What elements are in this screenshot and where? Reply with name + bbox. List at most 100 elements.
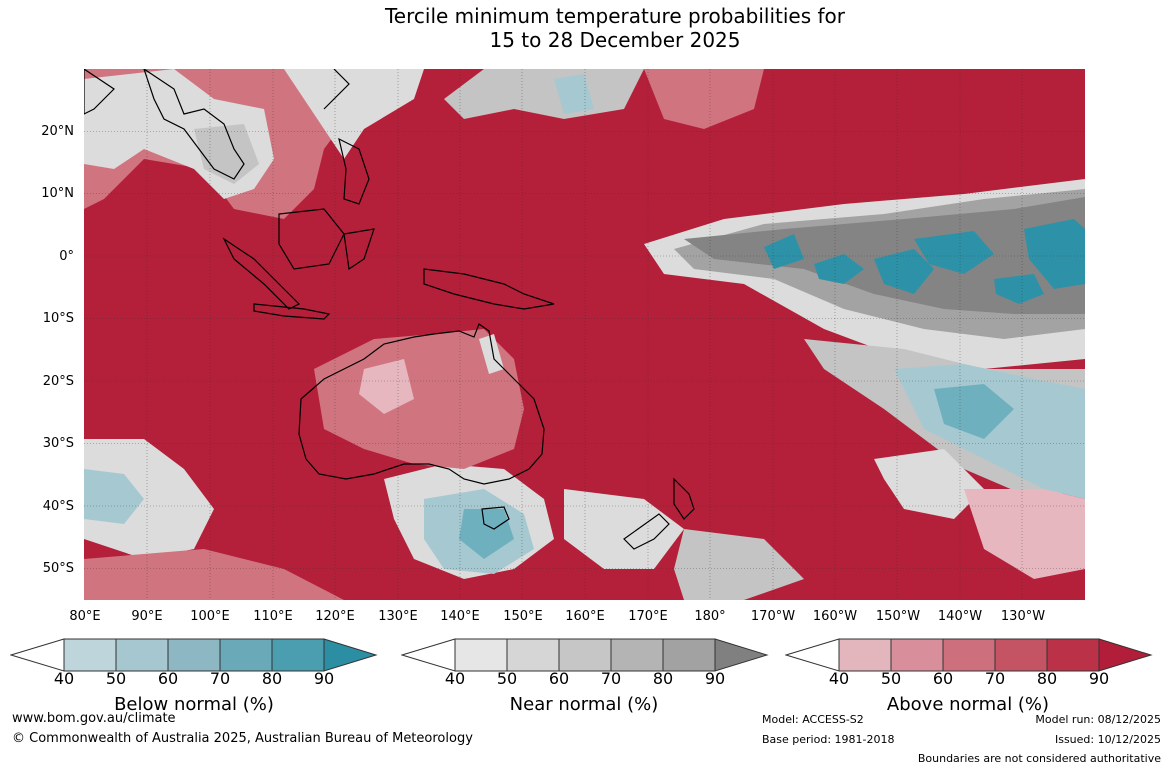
near-normal-tick: 90 — [704, 669, 726, 688]
lon-label: 150°E — [503, 609, 543, 624]
title-line-1: Tercile minimum temperature probabilitie… — [384, 4, 846, 28]
region-south-nz-near — [674, 529, 804, 600]
lon-label: 110°E — [253, 609, 293, 624]
region-s-pacific-above — [964, 489, 1085, 579]
below-normal-label: Below normal (%) — [114, 694, 274, 715]
region-nw-pacific-near — [444, 69, 644, 119]
near-normal-tick: 50 — [496, 669, 518, 688]
above-normal-swatch-90 — [1098, 638, 1153, 672]
near-normal-tick: 70 — [600, 669, 622, 688]
near-normal-swatch-70 — [610, 638, 664, 672]
probability-map — [84, 69, 1085, 600]
above-normal-swatch-50 — [890, 638, 944, 672]
region-w-indian-below — [84, 469, 144, 524]
near-normal-tick: 80 — [652, 669, 674, 688]
copyright-text: © Commonwealth of Australia 2025, Austra… — [12, 731, 473, 746]
lat-label-20n: 20°N — [41, 124, 74, 139]
website-link[interactable]: www.bom.gov.au/climate — [12, 711, 176, 726]
graticule — [84, 69, 1085, 600]
above-normal-tick: 60 — [932, 669, 954, 688]
below-normal-swatch-60 — [167, 638, 221, 672]
map-canvas — [84, 69, 1085, 600]
above-normal-colorbar — [785, 638, 1153, 672]
region-eq-pacific-below-6 — [1024, 219, 1085, 289]
base-period-text: Base period: 1981-2018 — [762, 733, 895, 746]
lon-label: 120°E — [315, 609, 355, 624]
above-normal-swatch-80 — [1046, 638, 1100, 672]
sulawesi-coastline — [343, 228, 375, 271]
lat-label-10n: 10°N — [41, 186, 74, 201]
china-coastline — [323, 69, 350, 110]
near-normal-swatch-40 — [454, 638, 508, 672]
lon-label: 130°E — [378, 609, 418, 624]
issued-text: Issued: 10/12/2025 — [1054, 733, 1161, 746]
tasmania-coastline — [481, 506, 510, 530]
near-normal-swatch-90 — [714, 638, 769, 672]
near-normal-tick: 40 — [444, 669, 466, 688]
above-normal-swatch-60 — [942, 638, 996, 672]
lat-label-40s: 40°S — [42, 499, 74, 514]
region-tasman-near — [564, 489, 684, 569]
above-normal-label: Above normal (%) — [886, 694, 1050, 715]
lat-label-20s: 20°S — [42, 374, 74, 389]
lon-label: 80°E — [69, 609, 101, 624]
below-normal-swatch-50 — [115, 638, 169, 672]
model-text: Model: ACCESS-S2 — [762, 713, 864, 726]
coastlines — [84, 69, 695, 550]
above-normal-tick: 90 — [1088, 669, 1110, 688]
philippines-coastline — [338, 137, 370, 205]
below-normal-tick: 40 — [53, 669, 75, 688]
lon-label: 180° — [694, 609, 726, 624]
region-australia-above60 — [314, 329, 524, 469]
australia-coastline — [298, 323, 545, 485]
lat-label-10s: 10°S — [42, 311, 74, 326]
above-normal-tick: 80 — [1036, 669, 1058, 688]
above-normal-tick: 70 — [984, 669, 1006, 688]
region-australia-above40 — [359, 359, 414, 414]
lon-label: 150°W — [875, 609, 921, 624]
near-normal-swatch-60 — [558, 638, 612, 672]
below-normal-tick: 50 — [105, 669, 127, 688]
lon-label: 170°E — [628, 609, 668, 624]
lon-label: 100°E — [190, 609, 230, 624]
region-eq-pacific-below-4 — [914, 231, 994, 274]
below-normal-swatch-70 — [219, 638, 273, 672]
below-normal-colorbar — [10, 638, 378, 672]
below-normal-tick: 80 — [261, 669, 283, 688]
below-normal-tick: 60 — [157, 669, 179, 688]
region-eq-pacific-below-1 — [764, 234, 804, 269]
region-scs-near — [284, 69, 424, 159]
below-normal-tick: 90 — [313, 669, 335, 688]
disclaimer-text: Boundaries are not considered authoritat… — [917, 752, 1161, 765]
india-coastline — [84, 69, 115, 115]
title-line-2: 15 to 28 December 2025 — [489, 28, 741, 52]
lat-label-0: 0° — [59, 249, 74, 264]
region-se-pacific-below70 — [934, 384, 1014, 439]
se-asia-coastline — [143, 69, 245, 180]
lat-label-30s: 30°S — [42, 436, 74, 451]
java-coastline — [253, 303, 331, 320]
new-guinea-coastline — [423, 268, 555, 310]
above-normal-tick: 40 — [828, 669, 850, 688]
lat-label-50s: 50°S — [42, 561, 74, 576]
below-normal-swatch-80 — [271, 638, 325, 672]
region-eq-pacific-below-5 — [994, 274, 1044, 304]
lon-label: 170°W — [750, 609, 796, 624]
lon-label: 160°W — [812, 609, 858, 624]
near-normal-colorbar — [401, 638, 769, 672]
region-nw-pacific-below — [554, 74, 594, 114]
region-nw-pacific-above — [644, 69, 764, 129]
region-w-indian-near — [84, 439, 214, 559]
above-normal-swatch-40 — [838, 638, 892, 672]
region-eq-pacific-below-3 — [874, 249, 934, 294]
borneo-coastline — [278, 208, 345, 270]
near-normal-tick: 60 — [548, 669, 570, 688]
new-zealand-coastline — [623, 477, 695, 550]
region-far-south-above — [84, 549, 344, 600]
near-normal-label: Near normal (%) — [509, 694, 659, 715]
map-title: Tercile minimum temperature probabilitie… — [0, 4, 1173, 52]
near-normal-swatch-50 — [506, 638, 560, 672]
above-normal-swatch-70 — [994, 638, 1048, 672]
below-normal-swatch-40 — [63, 638, 117, 672]
region-australia-near — [479, 334, 504, 374]
